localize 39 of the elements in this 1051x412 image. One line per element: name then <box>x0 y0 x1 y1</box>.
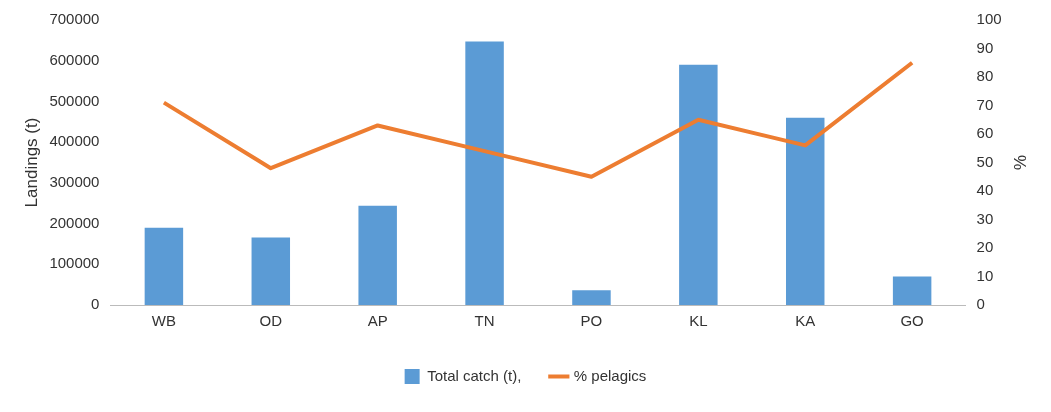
bar <box>144 227 184 305</box>
legend-label: % pelagics <box>573 366 647 384</box>
bar <box>358 205 397 305</box>
y-tick-label: 300000 <box>49 173 100 190</box>
bar <box>572 290 611 305</box>
bar <box>892 276 932 305</box>
y-tick-label: 200000 <box>49 213 100 231</box>
y-tick-label: 600000 <box>49 50 100 68</box>
y2-tick-label: 100 <box>976 10 1002 28</box>
y2-tick-label: 50 <box>976 152 994 170</box>
x-tick-label: TN <box>474 312 495 330</box>
x-tick-label: KL <box>689 312 708 330</box>
y-tick-label: 700000 <box>49 10 100 28</box>
x-tick-label: KA <box>795 312 816 330</box>
x-tick-label: OD <box>259 312 283 330</box>
x-tick-label: PO <box>580 312 603 330</box>
y-tick-label: 100000 <box>49 254 100 272</box>
y2-tick-label: 70 <box>976 95 994 113</box>
y2-tick-label: 20 <box>976 238 994 256</box>
bar <box>679 64 718 305</box>
x-tick-label: GO <box>900 312 924 330</box>
y2-tick-label: 80 <box>976 67 994 85</box>
y-tick-label: 400000 <box>49 132 100 150</box>
bar <box>465 41 504 305</box>
y2-tick-label: 0 <box>976 295 985 313</box>
y-tick-label: 0 <box>91 295 100 313</box>
legend-label: Total catch (t), <box>427 366 522 384</box>
y2-tick-label: 10 <box>976 266 994 284</box>
y2-tick-label: 90 <box>976 38 994 56</box>
bar <box>786 117 825 305</box>
bar <box>251 237 291 305</box>
y2-tick-label: 30 <box>976 209 994 227</box>
y2-axis-title: % <box>1010 154 1030 171</box>
x-tick-label: WB <box>151 312 176 330</box>
x-tick-label: AP <box>367 312 388 330</box>
y2-tick-label: 40 <box>976 181 994 199</box>
y-axis-title: Landings (t) <box>21 117 41 208</box>
y-tick-label: 500000 <box>49 91 100 109</box>
y2-tick-label: 60 <box>976 124 994 142</box>
